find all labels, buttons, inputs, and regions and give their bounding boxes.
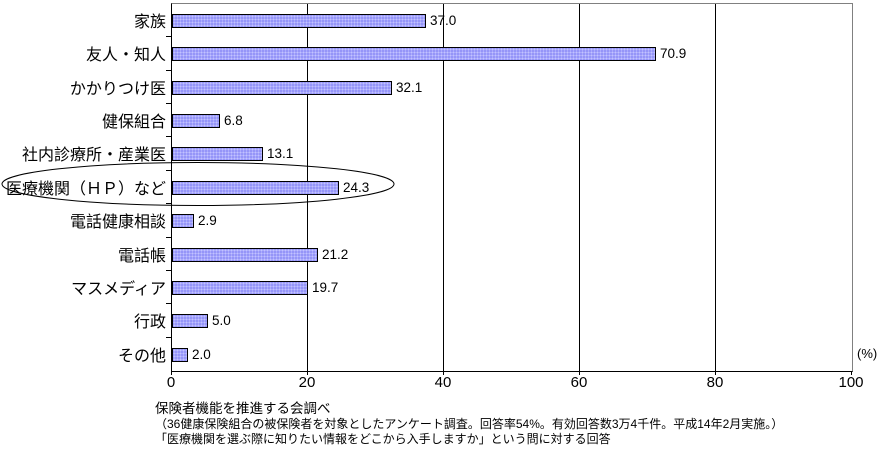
category-label-9: 行政 [133,313,166,331]
category-label-10: その他 [117,347,166,365]
bar-9 [172,314,208,328]
bar-value-label: 24.3 [343,180,370,195]
y-axis-tick [166,103,171,104]
category-label-8: マスメディア [71,280,166,298]
source-line-1: 保険者機能を推進する会調べ [155,401,331,416]
category-label-3: 健保組合 [101,113,166,131]
bar-value-label: 13.1 [267,146,294,161]
plot-area: 37.0 70.9 32.1 6.8 13.1 24.3 2.9 21.2 19.7 5.0 2.0 [171,3,853,372]
y-axis-tick [166,136,171,137]
bar-10 [172,348,188,362]
x-tick-label-40: 40 [434,374,452,391]
bar-value-label: 37.0 [430,13,457,28]
bar-5 [172,181,339,195]
bar-6 [172,214,194,228]
category-label-2: かかりつけ医 [69,80,166,98]
x-axis-tick [443,371,444,375]
y-axis-tick [166,337,171,338]
source-line-2: （36健康保険組合の被保険者を対象としたアンケート調査。回答率54%。有効回答数… [155,417,784,431]
bar-value-label: 32.1 [396,80,423,95]
category-label-6: 電話健康相談 [69,213,166,231]
y-axis-tick [166,270,171,271]
category-label-0: 家族 [133,13,166,31]
bar-8 [172,281,308,295]
y-axis-tick [166,170,171,171]
x-tick-label-80: 80 [706,374,724,391]
bar-4 [172,147,263,161]
bar-value-label: 21.2 [322,247,349,262]
bar-value-label: 2.9 [198,213,217,228]
category-label-1: 友人・知人 [85,46,166,64]
x-tick-label-60: 60 [570,374,588,391]
bar-7 [172,248,318,262]
bar-0 [172,14,426,28]
y-axis-tick [166,36,171,37]
x-axis-tick [579,371,580,375]
x-tick-label-100: 100 [838,374,864,391]
source-line-3: 「医療機関を選ぶ際に知りたい情報をどこから入手しますか」という問に対する回答 [155,432,611,446]
category-label-7: 電話帳 [117,247,166,265]
x-axis-tick [715,371,716,375]
x-axis-tick [307,371,308,375]
bar-value-label: 2.0 [192,347,211,362]
bar-value-label: 5.0 [212,313,231,328]
bar-value-label: 19.7 [312,280,339,295]
bar-value-label: 6.8 [224,113,243,128]
category-label-4: 社内診療所・産業医 [21,146,166,164]
x-tick-label-0: 0 [166,374,176,391]
x-tick-label-20: 20 [298,374,316,391]
bar-value-label: 70.9 [660,46,687,61]
y-axis-tick [166,203,171,204]
y-axis-tick [166,303,171,304]
x-axis-tick [851,371,852,375]
source-note: 保険者機能を推進する会調べ （36健康保険組合の被保険者を対象としたアンケート調… [155,401,885,447]
gridline-x-80 [715,4,716,371]
bar-3 [172,114,220,128]
gridline-x-60 [579,4,580,371]
category-label-5: 医療機関（ＨＰ）など [5,180,166,198]
percent-unit-label: (%) [857,346,878,361]
y-axis-tick [166,70,171,71]
bar-1 [172,47,656,61]
gridline-x-40 [443,4,444,371]
x-axis-tick [171,371,172,375]
y-axis-tick [166,237,171,238]
bar-2 [172,81,392,95]
